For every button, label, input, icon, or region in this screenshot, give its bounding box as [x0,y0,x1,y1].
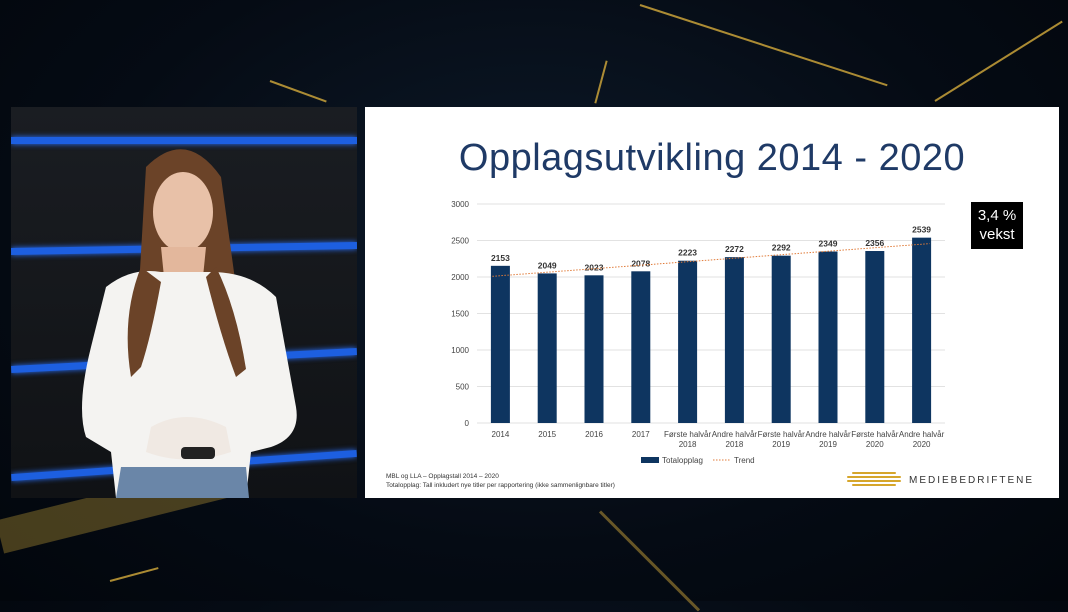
y-tick-label: 500 [456,383,470,392]
y-tick-label: 3000 [451,200,469,209]
data-label: 2153 [491,253,510,263]
x-tick-label: 2016 [585,430,603,439]
logo-text: MEDIEBEDRIFTENE [909,475,1035,486]
bar [678,260,698,423]
x-tick-label: 2017 [632,430,650,439]
bar [631,271,651,423]
badge-value: 3,4 % [977,207,1017,224]
x-tick-label: Første halvår [851,430,898,439]
gold-line-decoration [934,20,1063,102]
gold-line-decoration [598,510,701,612]
x-tick-label: 2020 [913,440,931,449]
bar [724,257,744,423]
y-tick-label: 2000 [451,273,469,282]
data-label: 2023 [585,262,604,272]
data-label: 2349 [819,239,838,249]
presentation-slide: Opplagsutvikling 2014 - 2020 0 500 1000 150… [365,107,1059,498]
bar [818,251,838,423]
legend-label-trend: Trend [734,456,755,465]
y-tick-label: 2500 [451,237,469,246]
presenter-video-panel [11,107,357,498]
x-tick-label: Andre halvår [805,430,851,439]
x-tick-label: 2018 [679,440,697,449]
bar [771,255,791,423]
data-label: 2272 [725,244,744,254]
blue-light-stripe [11,137,357,144]
mediebedriftene-logo: MEDIEBEDRIFTENE [847,470,1047,494]
slide-title: Opplagsutvikling 2014 - 2020 [458,137,966,179]
trend-line [492,243,930,277]
x-tick-label: Første halvår [664,430,711,439]
source-line-1: MBL og LLA – Opplagstall 2014 – 2020 [386,473,499,480]
x-tick-label: 2020 [866,440,884,449]
x-tick-label: Andre halvår [899,430,945,439]
y-tick-label: 1000 [451,346,469,355]
legend-label-totalopplag: Totalopplag [662,456,703,465]
logo-mark-icon [847,472,901,490]
legend-swatch-totalopplag [641,457,659,463]
badge-label: vekst [979,226,1015,243]
x-tick-label: 2014 [492,430,510,439]
bar [865,251,885,423]
x-tick-label: Andre halvår [712,430,758,439]
x-tick-label: 2019 [819,440,837,449]
x-tick-label: 2019 [772,440,790,449]
data-label: 2356 [865,238,884,248]
data-label: 2049 [538,260,557,270]
data-label: 2223 [678,248,697,258]
gold-line-decoration [269,80,327,103]
data-label: 2539 [912,225,931,235]
gold-line-decoration [594,60,608,104]
bar [584,275,604,423]
bar [537,273,557,423]
y-tick-label: 1500 [451,310,469,319]
x-tick-label: 2018 [726,440,744,449]
source-note: MBL og LLA – Opplagstall 2014 – 2020 Tot… [386,472,615,490]
gold-line-decoration [109,567,159,582]
gold-line-decoration [639,4,888,87]
presenter-figure [82,149,297,498]
data-label: 2078 [631,258,650,268]
bar-chart: 0 500 1000 1500 2000 2500 3000 2153 2014 2049 2015… [451,200,945,465]
bar [912,237,932,423]
source-line-2: Totalopplag: Tall inkludert nye titler p… [386,482,615,489]
growth-badge: 3,4 % vekst [971,202,1023,249]
y-tick-label: 0 [465,419,470,428]
x-tick-label: 2015 [538,430,556,439]
x-tick-label: Første halvår [758,430,805,439]
data-label: 2292 [772,243,791,253]
bar [490,265,510,423]
